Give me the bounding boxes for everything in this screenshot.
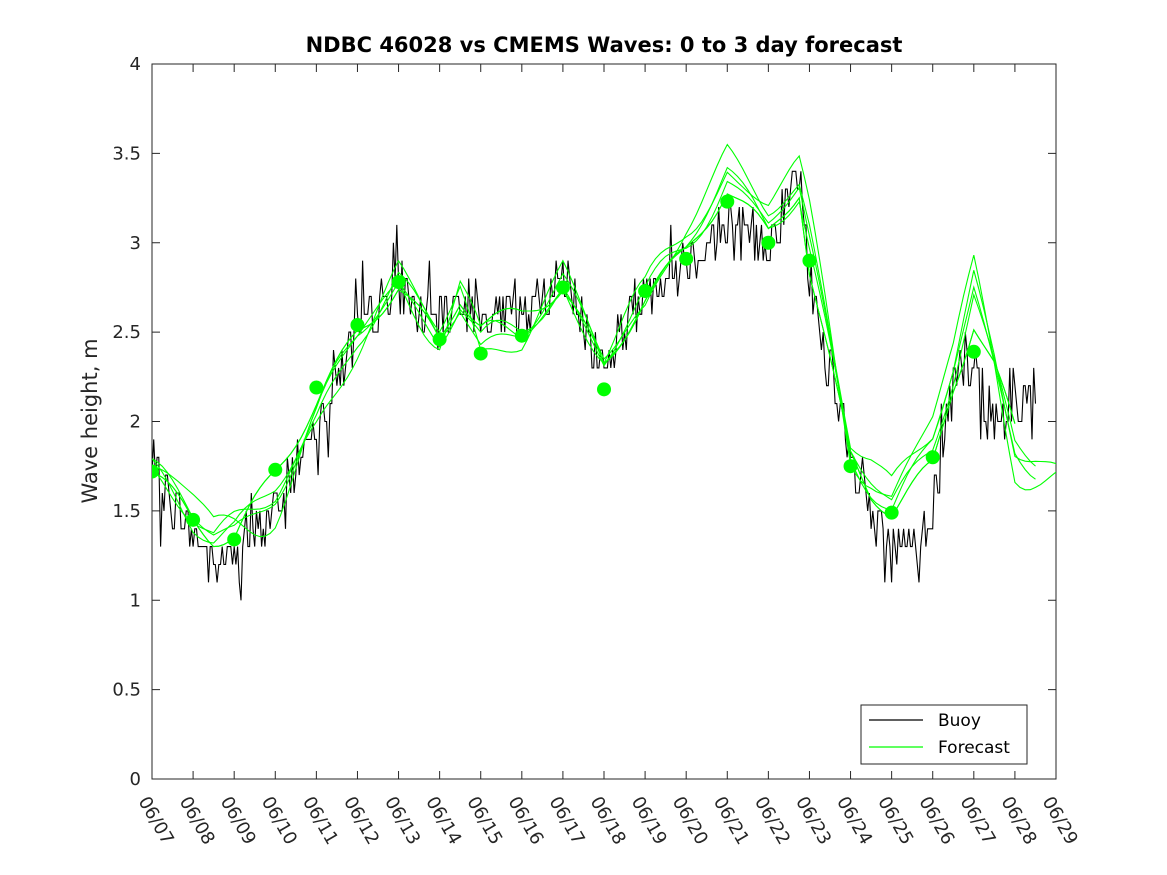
chart-title: NDBC 46028 vs CMEMS Waves: 0 to 3 day fo…	[306, 33, 903, 57]
forecast-daily-marker	[843, 459, 858, 474]
y-tick-label: 0	[130, 769, 141, 790]
forecast-daily-marker	[884, 505, 899, 520]
forecast-daily-marker	[473, 346, 488, 361]
forecast-daily-marker	[802, 253, 817, 268]
buoy-series-line	[152, 170, 1037, 601]
forecast-daily-marker	[432, 332, 447, 347]
forecast-daily-marker	[514, 328, 529, 343]
forecast-run-line	[152, 193, 1016, 548]
legend-box	[860, 704, 1028, 765]
forecast-daily-marker	[597, 382, 611, 397]
forecast-daily-marker	[966, 344, 981, 359]
y-tick-label: 3.5	[112, 143, 141, 164]
y-tick-label: 1.5	[112, 501, 141, 522]
forecast-daily-marker	[761, 235, 776, 250]
forecast-daily-marker	[638, 284, 653, 299]
forecast-daily-marker	[186, 512, 201, 527]
y-tick-label: 2	[130, 412, 141, 433]
forecast-daily-marker	[555, 280, 570, 295]
forecast-daily-marker	[925, 450, 940, 465]
forecast-daily-marker	[679, 251, 694, 266]
legend-buoy-label: Buoy	[938, 711, 981, 731]
forecast-daily-marker	[268, 462, 283, 477]
legend-forecast-label: Forecast	[938, 738, 1010, 758]
y-axis-label: Wave height, m	[78, 338, 102, 503]
forecast-daily-marker	[720, 194, 735, 209]
y-tick-label: 4	[130, 54, 141, 75]
forecast-daily-marker	[227, 532, 242, 547]
y-tick-label: 0.5	[112, 680, 141, 701]
y-tick-label: 1	[130, 590, 141, 611]
forecast-daily-marker	[152, 464, 159, 479]
forecast-daily-marker	[391, 275, 406, 290]
legend: Buoy Forecast	[860, 704, 1028, 765]
y-tick-label: 3	[130, 233, 141, 254]
forecast-daily-marker	[350, 317, 365, 332]
data-layer	[152, 143, 1056, 601]
forecast-run-line	[152, 154, 1056, 538]
y-tick-label: 2.5	[112, 322, 141, 343]
forecast-daily-marker	[309, 380, 324, 395]
